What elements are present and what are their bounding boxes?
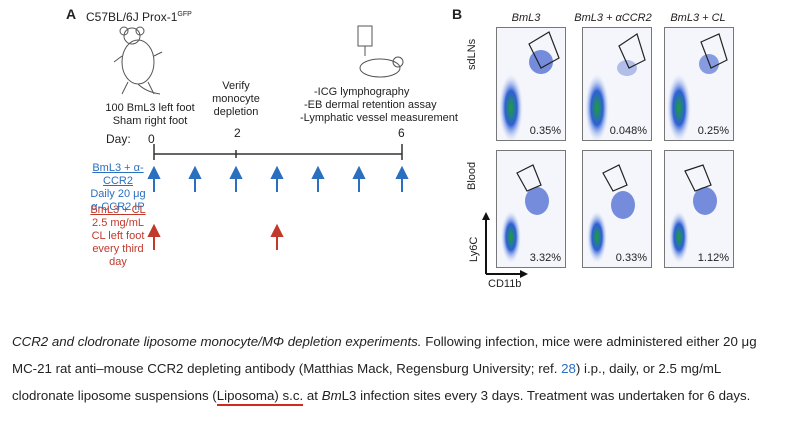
pct-sdlns-ccr2: 0.048% — [609, 125, 647, 137]
panel-b-letter: B — [452, 6, 463, 22]
day-label: Day: — [106, 132, 131, 146]
pct-blood-ccr2: 0.33% — [615, 252, 647, 264]
facs-plot-blood-bml3: 3.32% — [496, 150, 566, 268]
pct-sdlns-cl: 0.25% — [697, 125, 729, 137]
facs-plot-sdlns-ccr2: 0.048% — [582, 27, 652, 141]
strain-label: C57BL/6J Prox-1GFP — [86, 10, 192, 24]
injection-illustration — [357, 25, 404, 78]
x-axis-label: CD11b — [488, 278, 522, 290]
blue-arrows — [147, 165, 409, 192]
col-title-ccr2: BmL3 + αCCR2 — [574, 12, 652, 24]
facs-plot-blood-ccr2: 0.33% — [582, 150, 652, 268]
day-0: 0 — [148, 132, 155, 146]
cl-group: BmL3 + CL 2.5 mg/mL CL left foot every t… — [90, 204, 146, 268]
infection-label-2: Sham right foot — [112, 115, 188, 127]
mouse-illustration — [113, 26, 163, 95]
row-label-blood: Blood — [466, 161, 478, 190]
facs-plot-blood-cl: 1.12% — [664, 150, 734, 268]
assay-list: -ICG lymphography -EB dermal retention a… — [300, 86, 458, 124]
reference-link[interactable]: 28 — [561, 361, 576, 376]
facs-plot-sdlns-bml3: 0.35% — [496, 27, 566, 141]
caption-title: CCR2 and clodronate liposome monocyte/MΦ… — [12, 334, 422, 349]
y-axis-label: Ly6C — [468, 236, 480, 262]
timeline — [147, 144, 409, 250]
pct-blood-bml3: 3.32% — [529, 252, 561, 264]
day-2: 2 — [234, 126, 241, 140]
highlighted-text: Liposoma) s.c. — [216, 388, 304, 406]
col-title-bml3: BmL3 — [511, 12, 541, 24]
verify-label: Verify monocyte depletion — [212, 80, 260, 118]
pct-blood-cl: 1.12% — [697, 252, 729, 264]
day-6: 6 — [398, 126, 405, 140]
panel-a-letter: A — [66, 6, 77, 22]
pct-sdlns-bml3: 0.35% — [529, 125, 561, 137]
col-title-cl: BmL3 + CL — [670, 12, 726, 24]
figure-caption: CCR2 and clodronate liposome monocyte/MΦ… — [12, 328, 784, 409]
red-arrows — [147, 223, 284, 250]
facs-plot-sdlns-cl: 0.25% — [664, 27, 734, 141]
row-label-sdlns: sdLNs — [466, 38, 478, 70]
axis-arrows — [482, 212, 528, 278]
ccr2-group: BmL3 + α-CCR2 Daily 20 μg α-CCR2 IP — [90, 162, 146, 213]
infection-label-1: 100 BmL3 left foot — [105, 102, 195, 114]
